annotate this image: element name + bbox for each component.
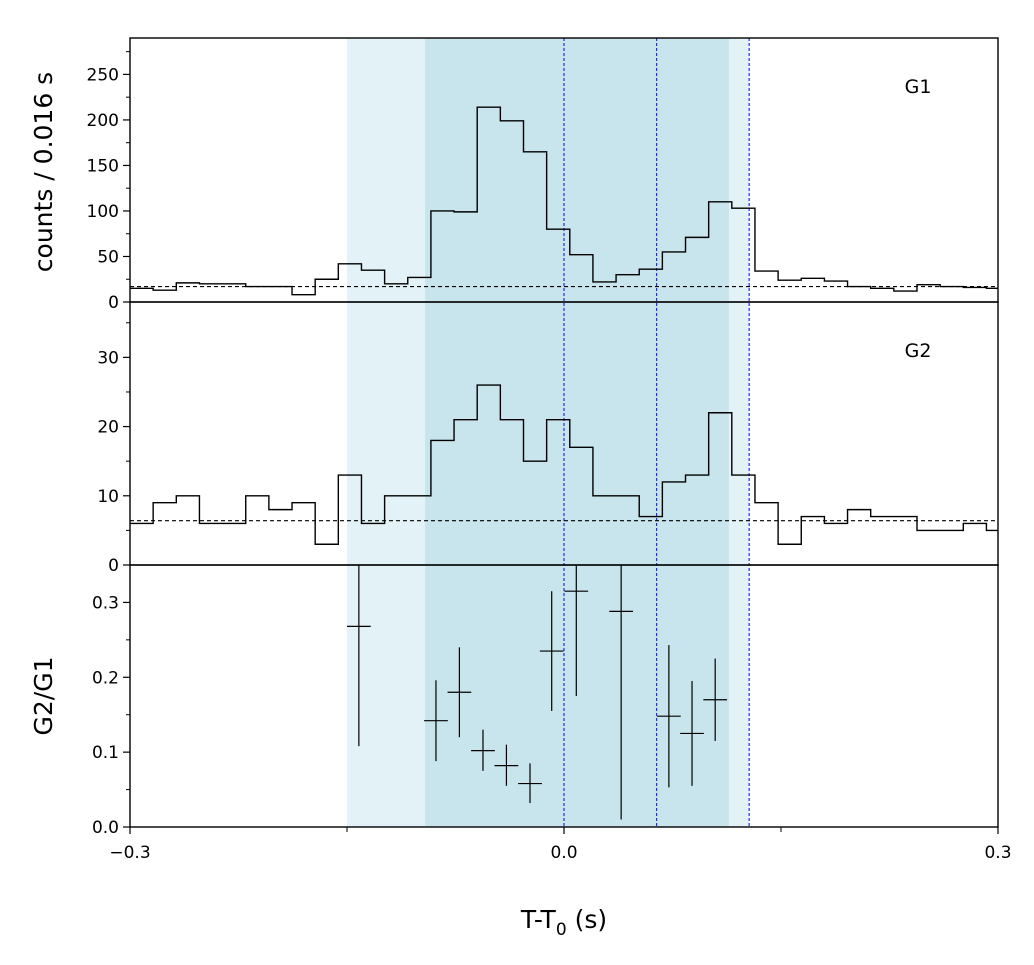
y-tick-label: 0 (108, 556, 119, 576)
x-tick-label: 0.3 (984, 843, 1011, 863)
interval-boundary-lines (563, 38, 750, 827)
y-tick-label: 0.0 (92, 818, 119, 838)
ratio-point (680, 681, 704, 786)
y-tick-label: 0.2 (92, 668, 119, 688)
x-tick-label: 0.0 (550, 843, 577, 863)
y-tick-label: 0 (108, 293, 119, 313)
ratio-point (703, 658, 728, 741)
panel-frame-3 (129, 564, 999, 828)
g1-count-panel: 0 50 100 150 200 250 G1 (87, 51, 998, 313)
ratio-point (518, 763, 542, 804)
ratio-point (657, 645, 681, 788)
y-tick-label: 0.1 (92, 743, 119, 763)
x-tick-label: −0.3 (109, 843, 150, 863)
ratio-y-axis-label: G2/G1 (29, 657, 58, 736)
y-tick-label: 150 (87, 156, 119, 176)
ratio-point (494, 744, 519, 786)
ratio-point (539, 591, 564, 711)
shaded-time-intervals (347, 38, 750, 827)
ratio-point (564, 565, 589, 696)
y-tick-label: 20 (97, 418, 119, 438)
histogram-series-g2 (130, 384, 998, 545)
y-tick-label: 30 (97, 348, 119, 368)
ratio-point (424, 680, 448, 762)
shared-y-axis-label: counts / 0.016 s (29, 72, 58, 272)
y-tick-label: 0.3 (92, 593, 119, 613)
y-tick-label: 50 (97, 247, 119, 267)
panel-label-g1: G1 (905, 76, 932, 98)
ratio-point (471, 729, 495, 771)
x-axis-label: T-T0 (s) (520, 905, 607, 940)
y-tick-label: 250 (87, 65, 119, 85)
y-tick-label: 100 (87, 202, 119, 222)
panel-frames (129, 37, 999, 828)
hardness-ratio-panel: 0.0 0.1 0.2 0.3 −0.3 0.0 0.3 (92, 565, 1012, 863)
ratio-point (609, 565, 634, 820)
panel-label-g2: G2 (905, 340, 932, 362)
ratio-point (347, 565, 371, 747)
y-tick-label: 200 (87, 111, 119, 131)
ratio-point (447, 647, 472, 738)
y-tick-label: 10 (97, 487, 119, 507)
g2-count-panel: 0 10 20 30 G2 (97, 322, 998, 576)
shaded-region-2 (425, 38, 729, 827)
